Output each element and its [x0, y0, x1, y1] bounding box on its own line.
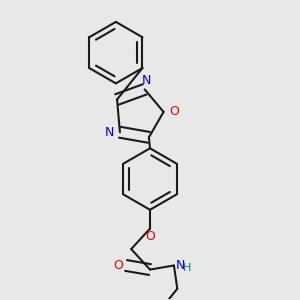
Text: H: H: [183, 263, 191, 273]
Text: O: O: [145, 230, 155, 243]
Text: N: N: [175, 259, 185, 272]
Text: N: N: [104, 126, 114, 139]
Text: O: O: [170, 105, 180, 119]
Text: O: O: [113, 259, 123, 272]
Text: N: N: [142, 74, 151, 87]
